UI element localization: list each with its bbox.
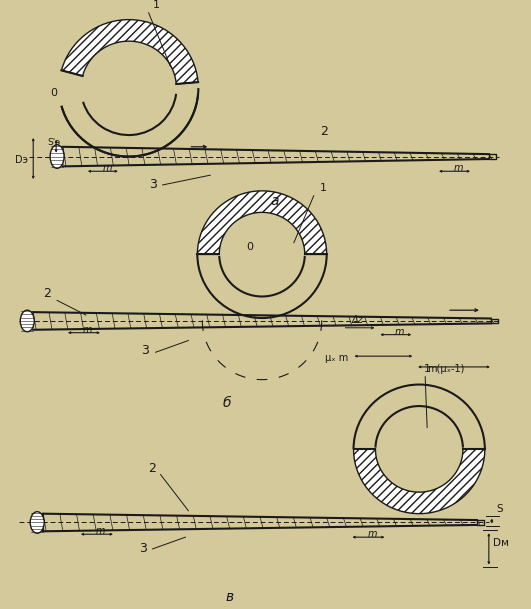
Text: 1: 1 <box>424 364 431 374</box>
Text: 2: 2 <box>320 125 328 138</box>
Text: m: m <box>83 325 92 335</box>
Text: 1: 1 <box>320 183 327 193</box>
Text: 3: 3 <box>139 542 147 555</box>
Text: в: в <box>225 590 233 604</box>
Polygon shape <box>354 449 485 513</box>
Text: 1: 1 <box>153 0 160 10</box>
Text: μₓ m: μₓ m <box>324 353 348 363</box>
Text: S: S <box>497 504 503 514</box>
Ellipse shape <box>30 512 44 533</box>
Text: 2: 2 <box>149 462 157 474</box>
Text: Δz: Δz <box>352 315 363 325</box>
Polygon shape <box>62 19 198 84</box>
Polygon shape <box>198 191 327 255</box>
Text: 3: 3 <box>141 344 149 357</box>
Text: Dэ: Dэ <box>15 155 28 166</box>
Text: 3: 3 <box>149 178 157 191</box>
Ellipse shape <box>50 145 64 168</box>
Text: 2: 2 <box>43 287 51 300</box>
Text: б: б <box>222 396 231 410</box>
Text: m: m <box>96 526 105 537</box>
Text: 0: 0 <box>50 88 57 98</box>
Text: a: a <box>270 194 278 208</box>
Text: m: m <box>395 326 404 337</box>
Text: m(μₓ-1): m(μₓ-1) <box>427 364 465 374</box>
Text: m: m <box>103 163 113 173</box>
Text: 0: 0 <box>246 242 254 252</box>
Text: S'э: S'э <box>47 138 61 147</box>
Text: m: m <box>367 529 377 539</box>
Ellipse shape <box>20 310 34 332</box>
Text: m: m <box>454 163 464 173</box>
Text: Dм: Dм <box>493 538 509 548</box>
